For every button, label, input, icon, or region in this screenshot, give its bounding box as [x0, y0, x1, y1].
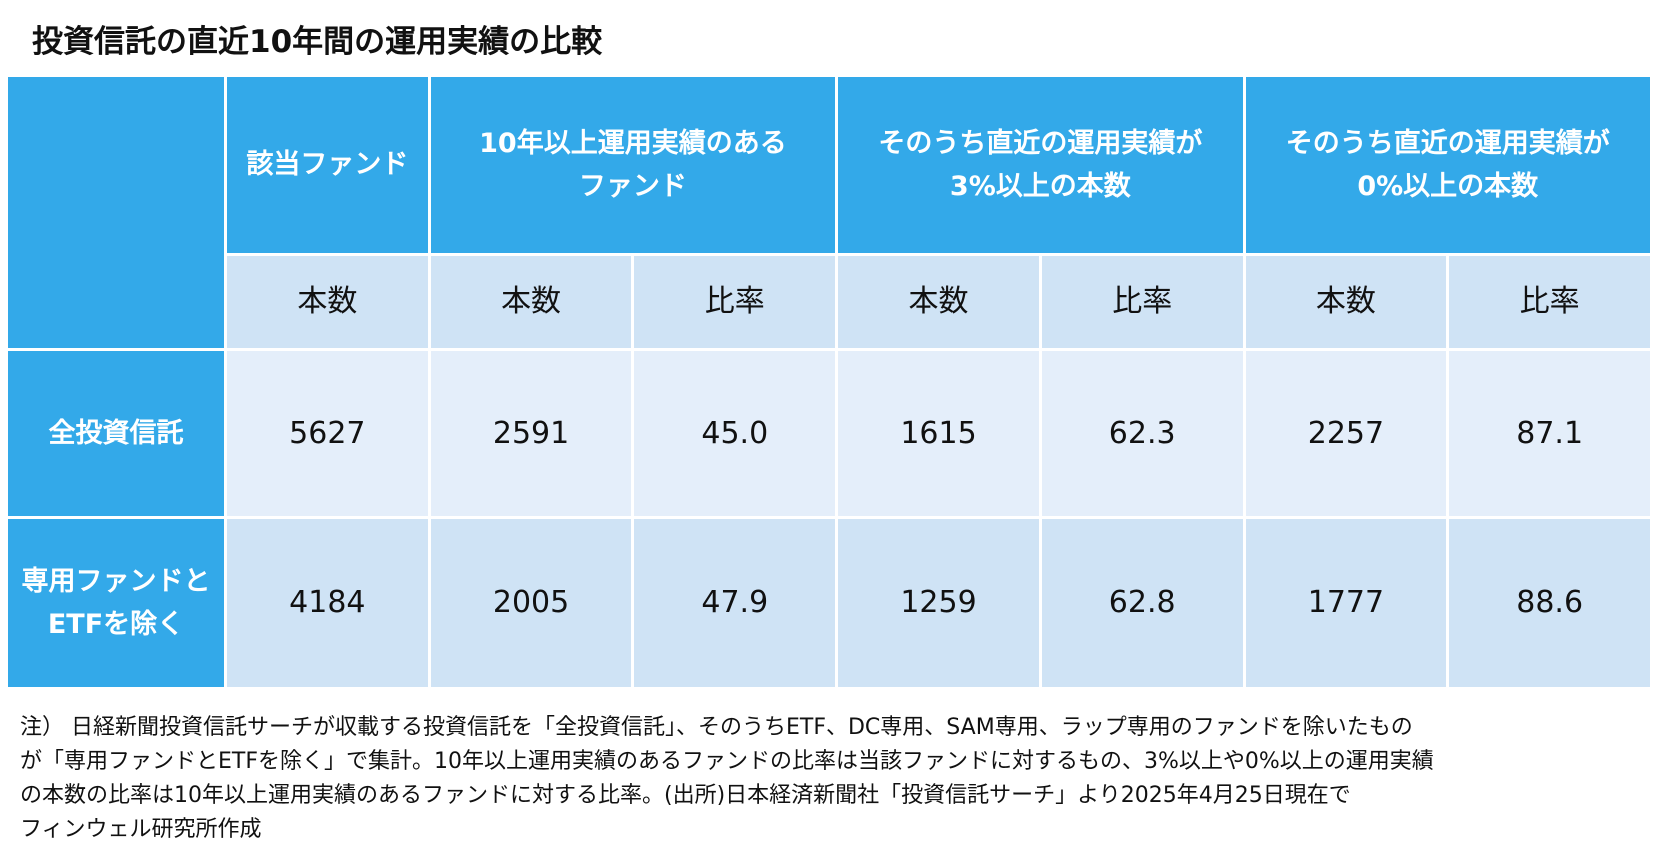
table-cell: 47.9 — [634, 519, 836, 687]
sub-header: 本数 — [1245, 256, 1447, 348]
sub-header: 本数 — [430, 256, 632, 348]
table-cell: 1259 — [838, 519, 1039, 687]
table-cell: 4184 — [227, 519, 428, 687]
footnote-line: フィンウェル研究所作成 — [20, 817, 262, 842]
group-header: そのうち直近の運用実績が 0%以上の本数 — [1245, 77, 1650, 253]
text-line: 該当ファンド — [246, 149, 409, 181]
table-cell: 88.6 — [1449, 519, 1650, 687]
group-header: 10年以上運用実績のある ファンド — [430, 77, 836, 253]
table-cell: 5627 — [227, 351, 428, 516]
table-cell: 62.8 — [1041, 519, 1243, 687]
corner-cell — [8, 77, 224, 348]
text-line: 専用ファンドと — [21, 565, 211, 597]
footnote-line: 注） 日経新聞投資信託サーチが収載する投資信託を「全投資信託」、そのうちETF、… — [20, 715, 1413, 740]
footnote: 注） 日経新聞投資信託サーチが収載する投資信託を「全投資信託」、そのうちETF、… — [20, 711, 1434, 847]
sub-header: 比率 — [634, 256, 836, 348]
group-header: そのうち直近の運用実績が 3%以上の本数 — [838, 77, 1243, 253]
text-line: そのうち直近の運用実績が — [878, 127, 1203, 159]
table-cell: 1615 — [838, 351, 1039, 516]
sub-header: 比率 — [1041, 256, 1243, 348]
text-line: ETFを除く — [47, 609, 185, 640]
sub-header: 比率 — [1449, 256, 1650, 348]
footnote-line: の本数の比率は10年以上運用実績のあるファンドに対する比率。(出所)日本経済新聞… — [20, 783, 1351, 808]
group-header: 該当ファンド — [227, 77, 428, 253]
text-line: 0%以上の本数 — [1357, 171, 1539, 202]
row-label: 専用ファンドと ETFを除く — [8, 519, 224, 687]
text-line: そのうち直近の運用実績が — [1285, 127, 1610, 159]
table-cell: 2257 — [1245, 351, 1447, 516]
table-cell: 2591 — [430, 351, 632, 516]
text-line: 全投資信託 — [48, 417, 184, 449]
table-cell: 45.0 — [634, 351, 836, 516]
sub-header: 本数 — [838, 256, 1039, 348]
sub-header: 本数 — [227, 256, 428, 348]
text-line: 3%以上の本数 — [949, 171, 1131, 202]
text-line: ファンド — [578, 171, 687, 202]
table-cell: 2005 — [430, 519, 632, 687]
title: 投資信託の直近10年間の運用実績の比較 — [32, 24, 603, 60]
table-cell: 1777 — [1245, 519, 1447, 687]
table-cell: 87.1 — [1449, 351, 1650, 516]
table: 該当ファンド 10年以上運用実績のある ファンド そのうち直近の運用実績が 3%以上の本… — [8, 77, 1650, 687]
footnote-line: が「専用ファンドとETFを除く」で集計。10年以上運用実績のあるファンドの比率は… — [20, 749, 1434, 774]
table-cell: 62.3 — [1041, 351, 1243, 516]
text-line: 10年以上運用実績のある — [479, 127, 787, 159]
row-label: 全投資信託 — [8, 351, 224, 516]
